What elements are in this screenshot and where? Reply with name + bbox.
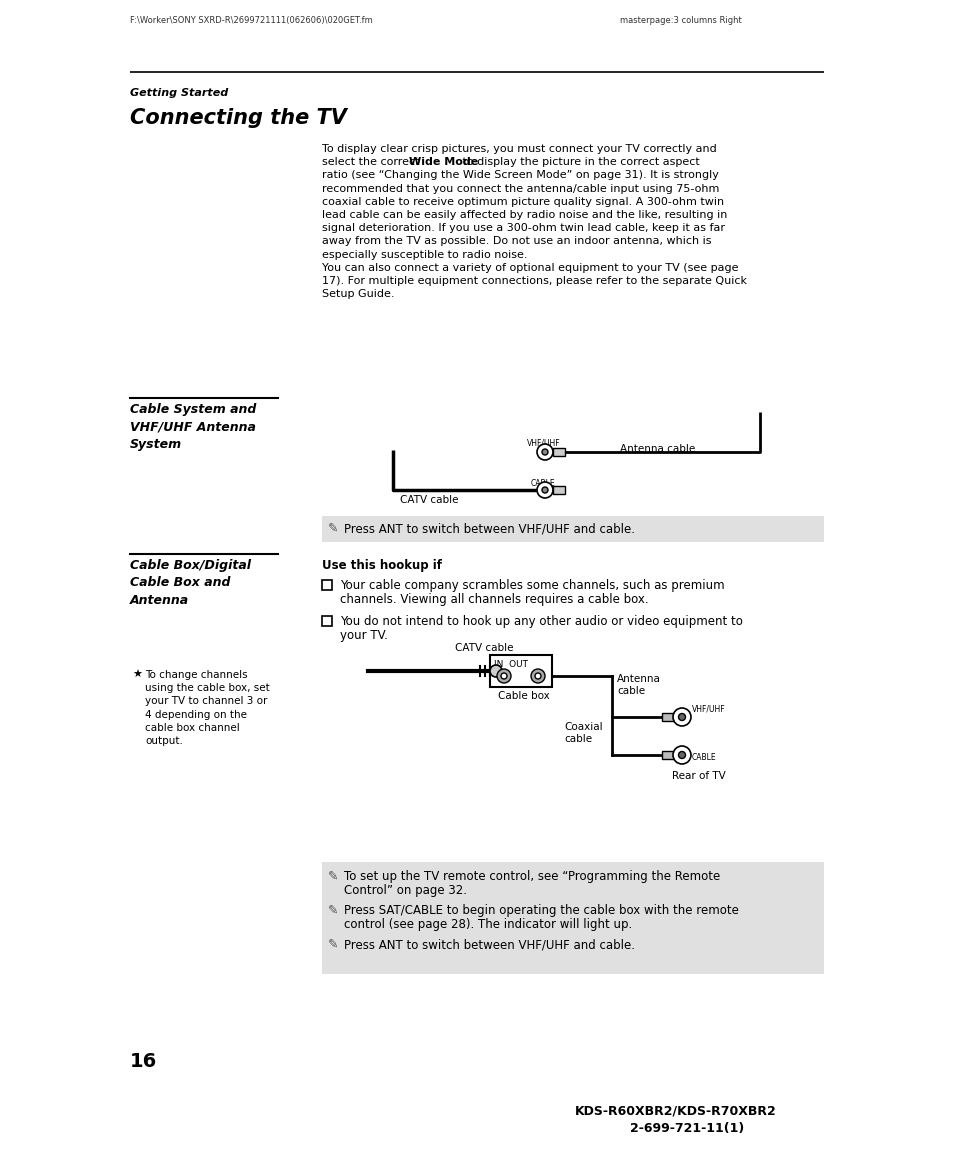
Text: your TV.: your TV. [339, 629, 388, 642]
Circle shape [537, 483, 553, 498]
Text: You can also connect a variety of optional equipment to your TV (see page: You can also connect a variety of option… [322, 263, 738, 272]
Text: Control” on page 32.: Control” on page 32. [344, 884, 467, 897]
Text: VHF/UHF: VHF/UHF [526, 438, 560, 447]
Text: Cable Box/Digital
Cable Box and
Antenna: Cable Box/Digital Cable Box and Antenna [130, 559, 251, 607]
Bar [322, 616, 332, 626]
Text: Press SAT/CABLE to begin operating the cable box with the remote: Press SAT/CABLE to begin operating the c… [344, 904, 739, 917]
Text: Your cable company scrambles some channels, such as premium: Your cable company scrambles some channe… [339, 579, 724, 592]
Text: ✎: ✎ [328, 938, 338, 951]
Text: 2-699-721-11(1): 2-699-721-11(1) [629, 1122, 743, 1135]
Text: control (see page 28). The indicator will light up.: control (see page 28). The indicator wil… [344, 918, 632, 931]
Bar [322, 517, 823, 542]
Text: VHF/UHF: VHF/UHF [691, 706, 725, 714]
Text: To display clear crisp pictures, you must connect your TV correctly and: To display clear crisp pictures, you mus… [322, 144, 716, 154]
Circle shape [535, 673, 540, 679]
Bar [553, 448, 564, 456]
Bar [322, 580, 332, 591]
Text: You do not intend to hook up any other audio or video equipment to: You do not intend to hook up any other a… [339, 615, 742, 628]
Circle shape [541, 487, 547, 493]
Text: Coaxial
cable: Coaxial cable [563, 722, 602, 743]
Circle shape [672, 708, 690, 726]
Text: F:\Worker\SONY SXRD-R\2699721111(062606)\020GET.fm: F:\Worker\SONY SXRD-R\2699721111(062606)… [130, 16, 373, 25]
Text: to display the picture in the correct aspect: to display the picture in the correct as… [458, 157, 699, 167]
Bar [322, 862, 823, 974]
Text: CABLE: CABLE [691, 753, 716, 762]
Circle shape [497, 669, 511, 683]
Text: masterpage:3 columns Right: masterpage:3 columns Right [619, 16, 741, 25]
Bar [490, 655, 552, 687]
Text: ✎: ✎ [328, 904, 338, 917]
Text: ✎: ✎ [328, 522, 338, 535]
Text: Wide Mode: Wide Mode [409, 157, 477, 167]
Text: IN  OUT: IN OUT [494, 660, 527, 669]
Text: ratio (see “Changing the Wide Screen Mode” on page 31). It is strongly: ratio (see “Changing the Wide Screen Mod… [322, 170, 719, 181]
Circle shape [541, 448, 547, 456]
Text: Antenna cable: Antenna cable [619, 444, 695, 454]
Circle shape [672, 745, 690, 764]
Text: ★: ★ [132, 670, 142, 680]
Text: 17). For multiple equipment connections, please refer to the separate Quick: 17). For multiple equipment connections,… [322, 276, 746, 286]
Text: Setup Guide.: Setup Guide. [322, 289, 395, 299]
Circle shape [490, 664, 501, 677]
Text: Cable box: Cable box [497, 691, 549, 701]
Text: Rear of TV: Rear of TV [671, 771, 725, 781]
Circle shape [537, 444, 553, 460]
Text: KDS-R60XBR2/KDS-R70XBR2: KDS-R60XBR2/KDS-R70XBR2 [575, 1104, 776, 1116]
Text: To set up the TV remote control, see “Programming the Remote: To set up the TV remote control, see “Pr… [344, 870, 720, 883]
Text: lead cable can be easily affected by radio noise and the like, resulting in: lead cable can be easily affected by rad… [322, 210, 726, 220]
Text: CATV cable: CATV cable [455, 643, 513, 653]
Bar [553, 486, 564, 494]
Text: select the correct: select the correct [322, 157, 422, 167]
Text: Press ANT to switch between VHF/UHF and cable.: Press ANT to switch between VHF/UHF and … [344, 522, 635, 535]
Text: Use this hookup if: Use this hookup if [322, 559, 441, 572]
Text: Press ANT to switch between VHF/UHF and cable.: Press ANT to switch between VHF/UHF and … [344, 938, 635, 951]
Text: channels. Viewing all channels requires a cable box.: channels. Viewing all channels requires … [339, 593, 648, 606]
Circle shape [500, 673, 506, 679]
Text: Getting Started: Getting Started [130, 88, 228, 97]
Text: recommended that you connect the antenna/cable input using 75-ohm: recommended that you connect the antenna… [322, 183, 719, 194]
Text: CABLE: CABLE [531, 479, 555, 488]
Text: Connecting the TV: Connecting the TV [130, 108, 347, 128]
Text: To change channels
using the cable box, set
your TV to channel 3 or
4 depending : To change channels using the cable box, … [145, 670, 270, 745]
Text: 16: 16 [130, 1052, 157, 1071]
Bar [661, 713, 673, 721]
Text: coaxial cable to receive optimum picture quality signal. A 300-ohm twin: coaxial cable to receive optimum picture… [322, 197, 723, 207]
Text: ✎: ✎ [328, 870, 338, 883]
Text: away from the TV as possible. Do not use an indoor antenna, which is: away from the TV as possible. Do not use… [322, 236, 711, 247]
Text: especially susceptible to radio noise.: especially susceptible to radio noise. [322, 250, 527, 259]
Text: CATV cable: CATV cable [399, 495, 458, 505]
Circle shape [678, 714, 685, 721]
Text: Antenna
cable: Antenna cable [617, 674, 660, 696]
Text: Cable System and
VHF/UHF Antenna
System: Cable System and VHF/UHF Antenna System [130, 403, 256, 451]
Bar [661, 751, 673, 760]
Text: signal deterioration. If you use a 300-ohm twin lead cable, keep it as far: signal deterioration. If you use a 300-o… [322, 223, 724, 234]
Circle shape [678, 751, 685, 758]
Circle shape [531, 669, 544, 683]
